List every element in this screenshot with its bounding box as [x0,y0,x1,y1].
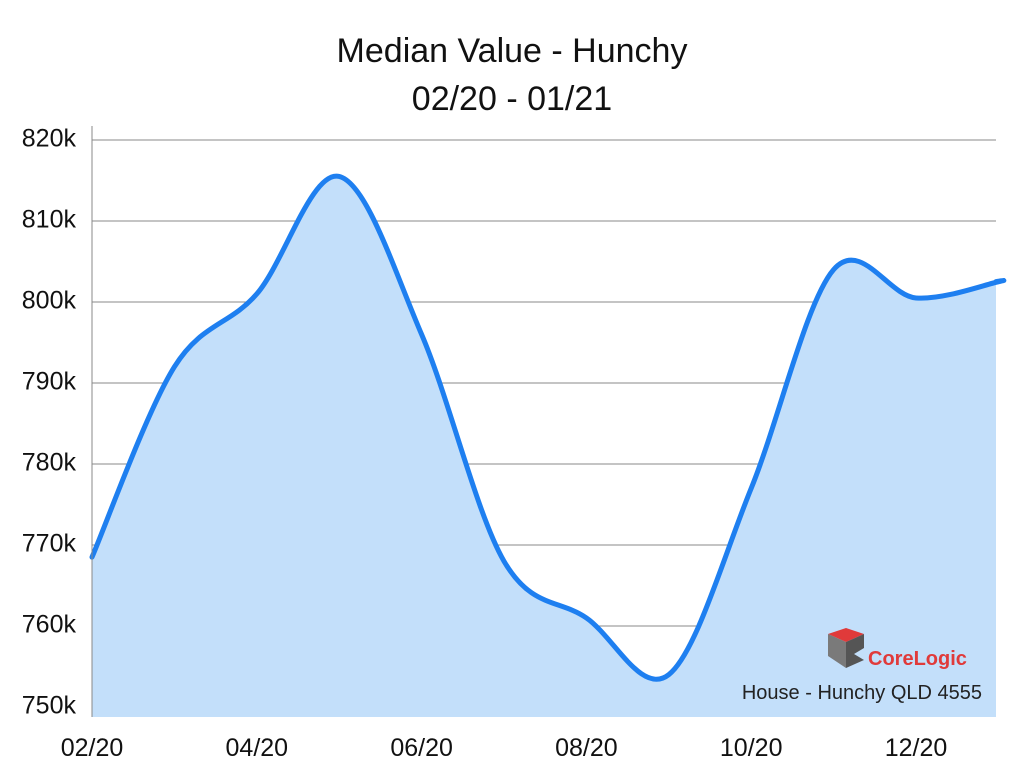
x-tick-label: 10/20 [720,734,783,762]
x-axis-ticks: 02/20 04/20 06/20 08/20 10/20 12/20 [61,734,948,762]
y-tick-label: 790k [22,368,77,396]
y-tick-label: 770k [22,530,77,558]
x-tick-label: 06/20 [390,734,453,762]
chart-subtitle: 02/20 - 01/21 [412,80,612,118]
series-line [89,173,1007,682]
y-tick-label: 820k [22,125,77,153]
x-tick-label: 08/20 [555,734,618,762]
x-tick-label: 04/20 [226,734,289,762]
y-tick-label: 810k [22,206,77,234]
corelogic-logo: CoreLogic [828,628,967,670]
y-tick-label: 800k [22,287,77,315]
logo-left-face [828,634,846,668]
y-tick-label: 750k [22,692,77,720]
y-tick-label: 780k [22,449,77,477]
y-axis-ticks: 820k 810k 800k 790k 780k 770k 760k 750k [22,125,77,720]
logo-wordmark: CoreLogic [868,648,967,670]
chart-title: Median Value - Hunchy [337,32,688,70]
logo-right-face [846,634,864,668]
x-tick-label: 12/20 [885,734,948,762]
x-tick-label: 02/20 [61,734,124,762]
y-tick-label: 760k [22,611,77,639]
series-area-fill [92,176,1004,717]
logo-top-face [828,628,864,642]
watermark-caption: House - Hunchy QLD 4555 [742,682,982,704]
